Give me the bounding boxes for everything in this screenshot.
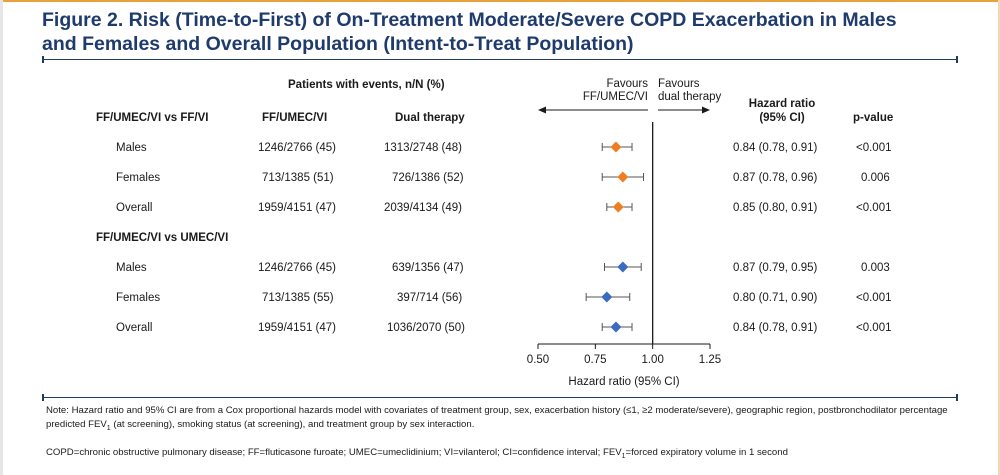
row-pvalue: <0.001 [856, 142, 892, 154]
row-subgroup: Overall [116, 322, 153, 334]
abbreviations: COPD=chronic obstructive pulmonary disea… [46, 446, 956, 464]
figure-title-line1: Figure 2. Risk (Time-to-First) of On-Tre… [42, 9, 897, 31]
abbreviations-post: =forced expiratory volume in 1 second [625, 447, 788, 458]
row-pvalue: 0.006 [861, 172, 890, 184]
footnote-line2-post: (at screening), smoking status (at scree… [110, 419, 475, 430]
row-triple: 713/1385 (55) [262, 292, 334, 304]
favours-right-line1: Favours [658, 78, 700, 90]
footnote-line2-sub: 1 [106, 424, 111, 432]
header-triple: FF/UMEC/VI [262, 112, 328, 124]
row-triple: 1246/2766 (45) [258, 142, 337, 154]
row-subgroup: Males [116, 142, 147, 154]
x-tick-label: 1.00 [641, 354, 663, 366]
favours-left-arrowhead [538, 106, 546, 114]
hazard-ratio-point [601, 291, 613, 303]
row-dual: 726/1386 (52) [392, 172, 464, 184]
left-border [0, 0, 3, 475]
x-tick-label: 0.50 [527, 354, 549, 366]
favours-left-line2: FF/UMEC/VI [582, 91, 648, 103]
row-dual: 1313/2748 (48) [384, 142, 463, 154]
figure-title: Figure 2. Risk (Time-to-First) of On-Tre… [42, 8, 972, 56]
header-hr-line2: (95% CI) [759, 112, 805, 124]
header-hr-line1: Hazard ratio [748, 98, 816, 110]
row-pvalue: 0.003 [861, 262, 890, 274]
notes-rule [42, 394, 958, 401]
row-subgroup: Overall [116, 202, 153, 214]
footnote-line1: Note: Hazard ratio and 95% CI are from a… [46, 405, 948, 416]
x-tick-label: 1.25 [699, 354, 721, 366]
row-subgroup: Females [116, 172, 161, 184]
abbreviations-sub: 1 [621, 452, 626, 460]
abbreviations-pre: COPD=chronic obstructive pulmonary disea… [46, 447, 622, 458]
row-hr: 0.80 (0.71, 0.90) [733, 292, 818, 304]
row-hr: 0.87 (0.79, 0.95) [733, 262, 818, 274]
hazard-ratio-point [617, 171, 629, 183]
row-dual: 639/1356 (47) [392, 262, 464, 274]
row-dual: 397/714 (56) [397, 292, 463, 304]
row-triple: 1959/4151 (47) [258, 202, 337, 214]
favours-left-line1: Favours [606, 78, 648, 90]
row-pvalue: <0.001 [856, 202, 892, 214]
row-pvalue: <0.001 [856, 322, 892, 334]
row-dual: 1036/2070 (50) [387, 322, 466, 334]
row-triple: 1246/2766 (45) [258, 262, 337, 274]
patients-header: Patients with events, n/N (%) [288, 79, 445, 91]
row-triple: 1959/4151 (47) [258, 322, 337, 334]
figure-title-line2: and Females and Overall Population (Inte… [42, 33, 634, 55]
group-label-umecvi: FF/UMEC/VI vs UMEC/VI [96, 232, 229, 244]
row-dual: 2039/4134 (49) [384, 202, 463, 214]
hazard-ratio-point [612, 201, 624, 213]
x-tick-label: 0.75 [584, 354, 606, 366]
row-pvalue: <0.001 [856, 292, 892, 304]
row-hr: 0.85 (0.80, 0.91) [733, 202, 818, 214]
right-border [998, 0, 1000, 475]
group-label-ffvi: FF/UMEC/VI vs FF/VI [96, 112, 209, 124]
footnote: Note: Hazard ratio and 95% CI are from a… [46, 404, 956, 436]
row-hr: 0.87 (0.78, 0.96) [733, 172, 818, 184]
header-pvalue: p-value [853, 112, 894, 124]
row-subgroup: Males [116, 262, 147, 274]
header-dual: Dual therapy [395, 112, 465, 124]
row-hr: 0.84 (0.78, 0.91) [733, 322, 818, 334]
row-subgroup: Females [116, 292, 161, 304]
favours-right-line2: dual therapy [658, 91, 722, 103]
hazard-ratio-point [610, 141, 622, 153]
hazard-ratio-point [610, 321, 622, 333]
title-rule [42, 56, 958, 63]
footnote-line2-pre: predicted FEV [46, 419, 107, 430]
x-axis-label: Hazard ratio (95% CI) [568, 376, 679, 388]
hazard-ratio-point [617, 261, 629, 273]
favours-right-arrowhead [702, 106, 710, 114]
row-triple: 713/1385 (51) [262, 172, 334, 184]
row-hr: 0.84 (0.78, 0.91) [733, 142, 818, 154]
top-accent-border [0, 0, 1000, 2]
